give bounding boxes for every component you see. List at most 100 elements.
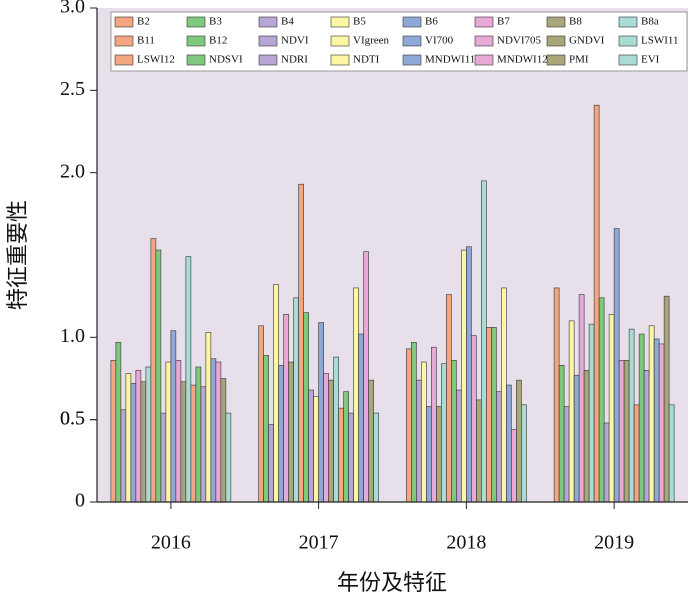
bar: [258, 325, 264, 503]
bar: [160, 412, 167, 503]
legend-swatch: [618, 16, 638, 28]
bar: [220, 378, 227, 503]
legend-swatch: [330, 16, 350, 28]
bar: [623, 360, 630, 503]
legend-swatch: [546, 54, 566, 66]
legend-swatch: [186, 16, 206, 28]
bar: [115, 341, 122, 503]
bar: [225, 412, 232, 503]
legend-swatch: [618, 35, 638, 47]
bar: [373, 412, 379, 503]
bar: [273, 284, 279, 503]
bar: [456, 389, 462, 503]
legend-label: B11: [137, 35, 155, 47]
bar: [553, 287, 560, 503]
bar: [323, 373, 329, 503]
legend-box: [110, 11, 688, 72]
bar: [313, 396, 319, 503]
bar: [165, 361, 172, 503]
bar: [481, 180, 487, 503]
bar: [441, 363, 447, 503]
legend-swatch: [474, 16, 494, 28]
bar: [426, 406, 432, 503]
legend-swatch: [330, 54, 350, 66]
bar: [135, 369, 142, 503]
legend-label: LSWI12: [137, 54, 175, 66]
bar: [608, 313, 615, 503]
bar: [603, 422, 610, 503]
bar: [451, 360, 457, 503]
bar: [628, 328, 635, 503]
bar: [175, 360, 182, 503]
legend-label: B6: [425, 16, 438, 28]
y-tick-label: 2.5: [60, 78, 85, 100]
bar: [568, 320, 575, 503]
bar: [318, 322, 324, 503]
bar: [298, 183, 304, 503]
y-tick-label: 3.0: [60, 0, 85, 18]
legend-label: NDSVI: [209, 54, 243, 66]
y-tick-label: 1.0: [60, 325, 85, 347]
legend-swatch: [546, 35, 566, 47]
bar: [348, 412, 354, 503]
legend-label: NDTI: [353, 54, 380, 66]
bar: [421, 361, 427, 503]
bar: [668, 404, 675, 503]
bar: [411, 341, 417, 503]
bar: [145, 366, 152, 503]
bar: [120, 409, 127, 503]
bar: [140, 381, 147, 503]
bar: [125, 373, 132, 503]
bar: [516, 379, 522, 503]
legend-label: B5: [353, 16, 366, 28]
bar: [653, 338, 660, 503]
bar: [593, 104, 600, 503]
bar: [583, 369, 590, 503]
legend-label: GNDVI: [569, 35, 605, 47]
legend-label: LSWI11: [641, 35, 678, 47]
bar: [461, 249, 467, 503]
legend-label: VIgreen: [353, 35, 390, 47]
bar: [268, 424, 274, 503]
bar: [110, 360, 117, 503]
legend-label: B2: [137, 16, 150, 28]
bar: [506, 384, 512, 503]
legend-swatch: [186, 54, 206, 66]
bar: [308, 389, 314, 503]
y-tick-label: 2.0: [60, 160, 85, 182]
legend-label: MNDWI12: [497, 54, 548, 66]
legend-swatch: [618, 54, 638, 66]
y-tick-label: 0.5: [60, 407, 85, 429]
bar: [215, 361, 222, 503]
x-tick-label: 2018: [446, 532, 486, 554]
bar: [210, 358, 217, 503]
bar: [278, 365, 284, 503]
bar: [588, 323, 595, 503]
bar: [353, 287, 359, 503]
legend-label: NDRI: [281, 54, 308, 66]
bar: [496, 391, 502, 503]
x-tick-label: 2019: [594, 532, 634, 554]
legend-label: EVI: [641, 54, 660, 66]
bar: [170, 330, 177, 503]
bar: [195, 366, 202, 503]
legend-swatch: [114, 54, 134, 66]
bar: [190, 384, 197, 503]
bar: [436, 406, 442, 503]
bar: [466, 246, 472, 503]
bar: [150, 238, 157, 503]
bar: [471, 335, 477, 503]
legend-swatch: [546, 16, 566, 28]
bar: [368, 379, 374, 503]
bar: [486, 327, 492, 503]
bar: [358, 333, 364, 503]
bar: [638, 333, 645, 503]
bar: [578, 294, 585, 503]
y-tick-label: 0: [75, 490, 85, 512]
legend-swatch: [186, 35, 206, 47]
legend-swatch: [402, 35, 422, 47]
legend-label: NDVI: [281, 35, 309, 47]
y-axis-label: 特征重要性: [5, 200, 30, 310]
bar: [558, 365, 565, 503]
